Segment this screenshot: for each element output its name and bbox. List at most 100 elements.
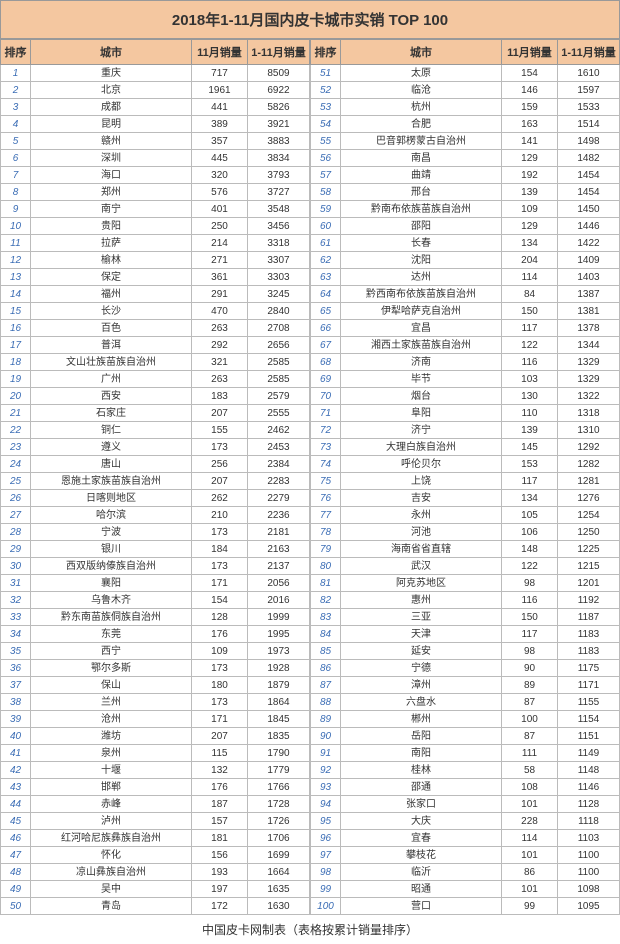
nov-cell: 155 — [192, 422, 248, 439]
rank-cell: 48 — [1, 864, 31, 881]
city-cell: 鄂尔多斯 — [31, 660, 192, 677]
rank-cell: 77 — [311, 507, 341, 524]
rank-cell: 31 — [1, 575, 31, 592]
rank-cell: 62 — [311, 252, 341, 269]
nov-cell: 183 — [192, 388, 248, 405]
nov-cell: 98 — [502, 575, 558, 592]
city-cell: 海口 — [31, 167, 192, 184]
rank-cell: 72 — [311, 422, 341, 439]
nov-cell: 171 — [192, 711, 248, 728]
cum-cell: 1514 — [558, 116, 620, 133]
nov-cell: 141 — [502, 133, 558, 150]
nov-cell: 117 — [502, 320, 558, 337]
city-cell: 合肥 — [341, 116, 502, 133]
city-cell: 赤峰 — [31, 796, 192, 813]
table-wrap: 排序 城市 11月销量 1-11月销量 1重庆71785092北京1961692… — [0, 39, 620, 915]
city-cell: 赣州 — [31, 133, 192, 150]
nov-cell: 214 — [192, 235, 248, 252]
city-cell: 十堰 — [31, 762, 192, 779]
table-row: 46红河哈尼族彝族自治州1811706 — [1, 830, 310, 847]
table-row: 53杭州1591533 — [311, 99, 620, 116]
table-row: 91南阳1111149 — [311, 745, 620, 762]
rank-cell: 43 — [1, 779, 31, 796]
nov-cell: 210 — [192, 507, 248, 524]
nov-cell: 114 — [502, 830, 558, 847]
nov-cell: 181 — [192, 830, 248, 847]
rank-cell: 80 — [311, 558, 341, 575]
cum-cell: 1103 — [558, 830, 620, 847]
table-row: 43邯郸1761766 — [1, 779, 310, 796]
table-row: 100营口991095 — [311, 898, 620, 915]
city-cell: 拉萨 — [31, 235, 192, 252]
city-cell: 银川 — [31, 541, 192, 558]
city-cell: 达州 — [341, 269, 502, 286]
city-cell: 潍坊 — [31, 728, 192, 745]
cum-cell: 2585 — [248, 371, 310, 388]
cum-cell: 2656 — [248, 337, 310, 354]
table-row: 30西双版纳傣族自治州1732137 — [1, 558, 310, 575]
table-row: 7海口3203793 — [1, 167, 310, 184]
rank-cell: 3 — [1, 99, 31, 116]
nov-cell: 87 — [502, 728, 558, 745]
table-row: 20西安1832579 — [1, 388, 310, 405]
cum-cell: 2056 — [248, 575, 310, 592]
city-cell: 福州 — [31, 286, 192, 303]
nov-cell: 154 — [502, 65, 558, 82]
cum-cell: 3303 — [248, 269, 310, 286]
city-cell: 郴州 — [341, 711, 502, 728]
city-cell: 黔南布依族苗族自治州 — [341, 201, 502, 218]
table-row: 82惠州1161192 — [311, 592, 620, 609]
table-row: 48凉山彝族自治州1931664 — [1, 864, 310, 881]
cum-cell: 1318 — [558, 405, 620, 422]
table-row: 11拉萨2143318 — [1, 235, 310, 252]
table-row: 9南宁4013548 — [1, 201, 310, 218]
rank-cell: 94 — [311, 796, 341, 813]
city-cell: 伊犁哈萨克自治州 — [341, 303, 502, 320]
nov-cell: 172 — [192, 898, 248, 915]
table-row: 13保定3613303 — [1, 269, 310, 286]
nov-cell: 176 — [192, 626, 248, 643]
rank-cell: 5 — [1, 133, 31, 150]
rank-cell: 44 — [1, 796, 31, 813]
cum-cell: 1728 — [248, 796, 310, 813]
table-row: 45泸州1571726 — [1, 813, 310, 830]
nov-cell: 116 — [502, 354, 558, 371]
cum-cell: 1454 — [558, 184, 620, 201]
table-row: 98临沂861100 — [311, 864, 620, 881]
cum-cell: 1215 — [558, 558, 620, 575]
cum-cell: 2016 — [248, 592, 310, 609]
nov-cell: 173 — [192, 660, 248, 677]
nov-cell: 84 — [502, 286, 558, 303]
table-row: 3成都4415826 — [1, 99, 310, 116]
cum-cell: 1422 — [558, 235, 620, 252]
cum-cell: 1664 — [248, 864, 310, 881]
cum-cell: 3793 — [248, 167, 310, 184]
nov-cell: 103 — [502, 371, 558, 388]
city-cell: 宁波 — [31, 524, 192, 541]
nov-cell: 250 — [192, 218, 248, 235]
table-row: 58邢台1391454 — [311, 184, 620, 201]
table-row: 10贵阳2503456 — [1, 218, 310, 235]
city-cell: 宜昌 — [341, 320, 502, 337]
col-nov-header: 11月销量 — [192, 40, 248, 65]
nov-cell: 361 — [192, 269, 248, 286]
nov-cell: 100 — [502, 711, 558, 728]
col-rank-header: 排序 — [1, 40, 31, 65]
nov-cell: 470 — [192, 303, 248, 320]
city-cell: 邵通 — [341, 779, 502, 796]
nov-cell: 134 — [502, 235, 558, 252]
cum-cell: 1779 — [248, 762, 310, 779]
cum-cell: 1699 — [248, 847, 310, 864]
rank-cell: 20 — [1, 388, 31, 405]
table-row: 90岳阳871151 — [311, 728, 620, 745]
rank-cell: 42 — [1, 762, 31, 779]
rank-cell: 65 — [311, 303, 341, 320]
city-cell: 海南省省直辖 — [341, 541, 502, 558]
nov-cell: 150 — [502, 303, 558, 320]
cum-cell: 1999 — [248, 609, 310, 626]
rank-cell: 71 — [311, 405, 341, 422]
table-row: 40潍坊2071835 — [1, 728, 310, 745]
rank-cell: 6 — [1, 150, 31, 167]
city-cell: 日喀则地区 — [31, 490, 192, 507]
nov-cell: 576 — [192, 184, 248, 201]
